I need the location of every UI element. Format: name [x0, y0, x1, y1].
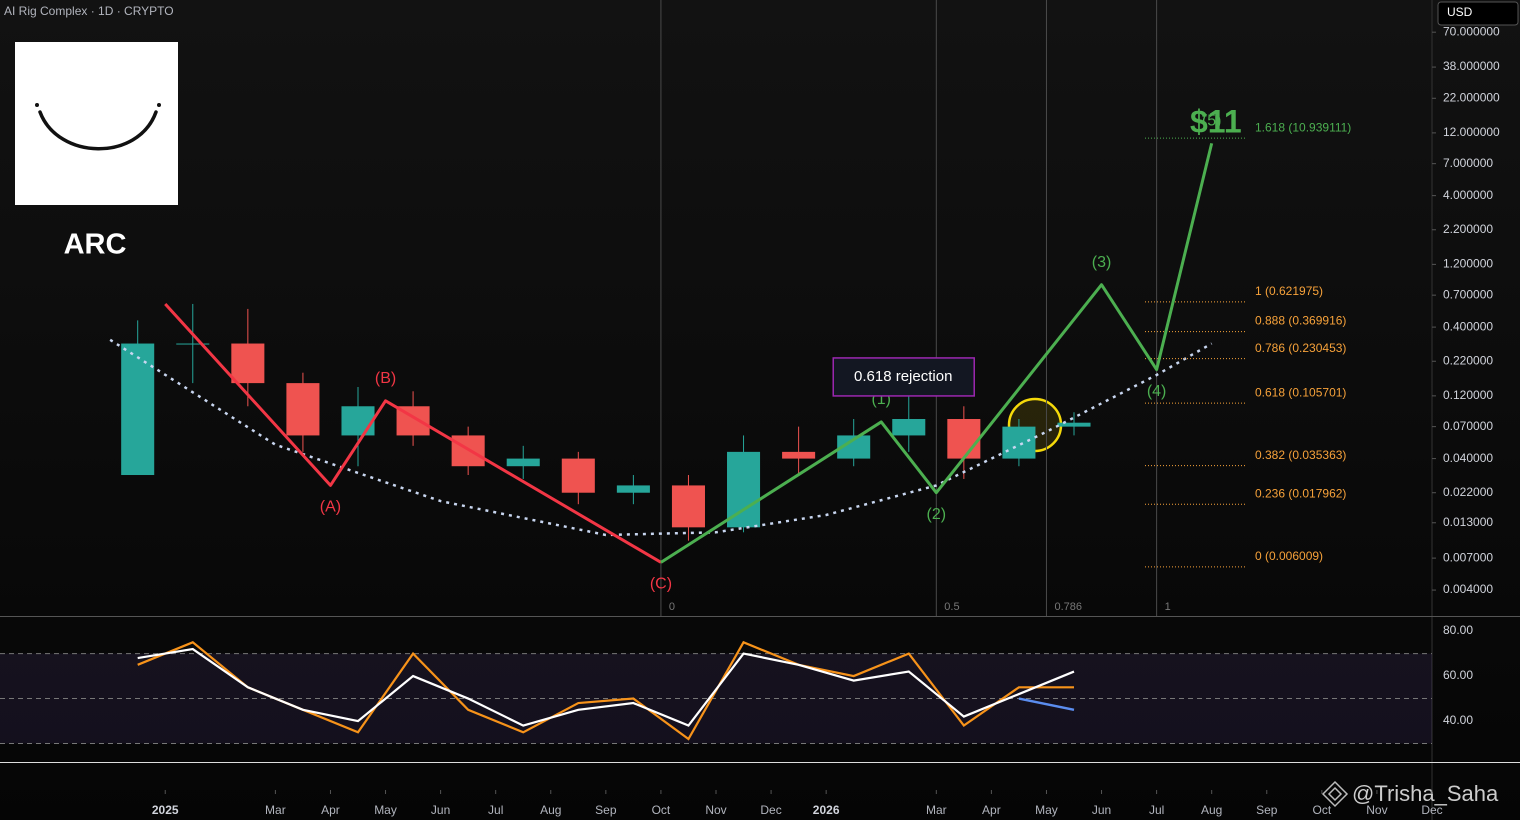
time-fib-label: 0.5: [944, 601, 959, 613]
currency-label[interactable]: USD: [1447, 5, 1473, 19]
y-tick-label: 38.000000: [1443, 59, 1500, 73]
x-tick-label: Mar: [265, 803, 286, 817]
y-tick-label: 0.013000: [1443, 515, 1493, 529]
time-fib-label: 0: [669, 601, 675, 613]
annotation-text: 0.618 rejection: [854, 368, 952, 385]
x-tick-label: Nov: [705, 803, 726, 817]
logo-dot: [35, 103, 39, 107]
logo-box: [15, 42, 178, 205]
y-tick-label: 0.400000: [1443, 319, 1493, 333]
symbol-title: AI Rig Complex · 1D · CRYPTO: [4, 4, 174, 18]
x-tick-label: Jun: [1092, 803, 1111, 817]
watermark-icon: [1321, 780, 1349, 808]
y-tick-label: 0.004000: [1443, 582, 1493, 596]
y-tick-label: 7.000000: [1443, 156, 1493, 170]
x-tick-label: Mar: [926, 803, 947, 817]
fib-label: 0 (0.006009): [1255, 549, 1323, 563]
wave-label: (2): [927, 506, 947, 523]
candle-body: [506, 458, 540, 467]
x-tick-label: Jun: [431, 803, 450, 817]
y-tick-label: 70.000000: [1443, 24, 1500, 38]
x-tick-label: 2025: [152, 803, 179, 817]
fib-label: 0.888 (0.369916): [1255, 314, 1346, 328]
x-tick-label: Oct: [1313, 803, 1332, 817]
y-tick-label: 12.000000: [1443, 125, 1500, 139]
y-tick-label: 0.120000: [1443, 388, 1493, 402]
logo-text: ARC: [64, 229, 127, 261]
wave-label: (A): [320, 499, 341, 516]
x-tick-label: Sep: [595, 803, 617, 817]
candle-body: [121, 343, 155, 476]
x-tick-label: Oct: [652, 803, 671, 817]
candle-body: [176, 343, 210, 345]
currency-button[interactable]: [1437, 1, 1519, 26]
divergence-line: [1018, 697, 1075, 712]
x-tick-label: Jul: [488, 803, 503, 817]
candle-body: [782, 451, 816, 459]
fib-label: 0.236 (0.017962): [1255, 486, 1346, 500]
wave-line: [660, 142, 1214, 564]
y-tick-label: 2.200000: [1443, 222, 1493, 236]
rsi-line: [137, 647, 1075, 727]
candle-body: [1057, 422, 1091, 427]
candle-body: [671, 485, 705, 528]
x-tick-label: Apr: [982, 803, 1001, 817]
x-tick-label: Jul: [1149, 803, 1164, 817]
time-fib-label: 0.786: [1054, 601, 1082, 613]
candle-body: [341, 406, 375, 436]
y-tick-label: 0.007000: [1443, 550, 1493, 564]
wave-label: (5): [1202, 113, 1222, 130]
fib-label: 1.618 (10.939111): [1255, 120, 1351, 134]
candle-body: [561, 458, 595, 493]
x-tick-label: Dec: [1421, 803, 1442, 817]
rsi-tick-label: 40.00: [1443, 713, 1473, 727]
candle-body: [616, 485, 650, 493]
x-tick-label: Apr: [321, 803, 340, 817]
candle-body: [947, 419, 981, 459]
rsi-tick-label: 60.00: [1443, 668, 1473, 682]
rsi-tick-label: 80.00: [1443, 623, 1473, 637]
y-tick-label: 4.000000: [1443, 188, 1493, 202]
watermark: @Trisha_Saha: [1352, 781, 1499, 806]
time-fib-label: 1: [1165, 601, 1171, 613]
wave-label: (B): [375, 370, 396, 387]
fib-label: 0.618 (0.105701): [1255, 385, 1346, 399]
fib-label: 1 (0.621975): [1255, 284, 1323, 298]
candle-body: [837, 435, 871, 459]
y-tick-label: 0.040000: [1443, 451, 1493, 465]
x-tick-label: Dec: [760, 803, 781, 817]
support-curve: [109, 338, 1213, 537]
candle-body: [892, 419, 926, 436]
x-tick-label: May: [1035, 803, 1058, 817]
wave-line: [164, 302, 662, 564]
x-tick-label: Aug: [1201, 803, 1222, 817]
y-tick-label: 0.022000: [1443, 485, 1493, 499]
y-tick-label: 0.700000: [1443, 287, 1493, 301]
logo-smile: [38, 110, 158, 151]
logo-dot: [157, 103, 161, 107]
wave-label: (4): [1147, 383, 1167, 400]
y-tick-label: 0.070000: [1443, 419, 1493, 433]
wave-label: (3): [1092, 254, 1112, 271]
x-tick-label: Aug: [540, 803, 561, 817]
fib-label: 0.786 (0.230453): [1255, 341, 1346, 355]
candle-body: [231, 343, 265, 384]
wave-label: (C): [650, 576, 672, 593]
y-tick-label: 22.000000: [1443, 90, 1500, 104]
target-label: $11: [1190, 104, 1242, 140]
candle-body: [286, 383, 320, 436]
candle-body: [1002, 426, 1036, 459]
annotation-box: [832, 357, 975, 397]
x-tick-label: Nov: [1366, 803, 1387, 817]
fib-label: 0.382 (0.035363): [1255, 448, 1346, 462]
candle-body: [727, 451, 761, 528]
y-tick-label: 1.200000: [1443, 257, 1493, 271]
x-tick-label: Sep: [1256, 803, 1278, 817]
y-tick-label: 0.220000: [1443, 353, 1493, 367]
x-tick-label: 2026: [813, 803, 840, 817]
x-tick-label: May: [374, 803, 397, 817]
